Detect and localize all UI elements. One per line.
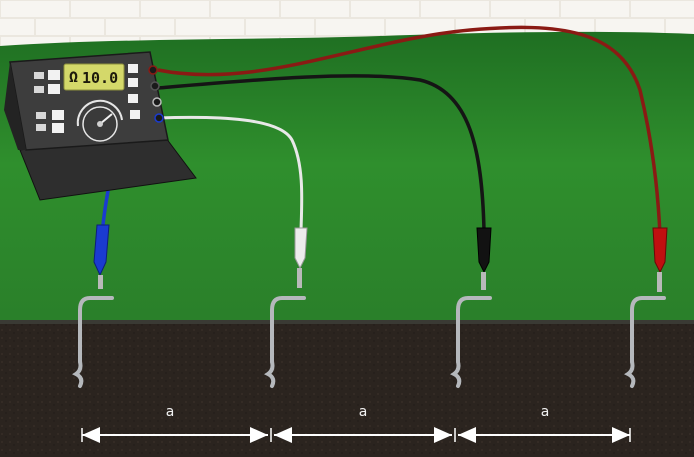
- terminal-sockets: [128, 64, 164, 123]
- spacing-label-2: a: [359, 404, 368, 420]
- function-button-6[interactable]: [36, 124, 46, 131]
- black-lead-cable: [157, 74, 486, 231]
- analog-dial: [76, 99, 123, 142]
- white-lead-cable: [157, 115, 304, 231]
- display-symbol: Ω: [69, 68, 78, 86]
- earth-stake-3: [450, 296, 492, 388]
- grass-surface: [0, 31, 694, 325]
- function-button-7[interactable]: [52, 110, 64, 120]
- display-reading: 10.0: [82, 69, 118, 87]
- function-button-8[interactable]: [52, 123, 64, 133]
- soil-section: [0, 322, 694, 457]
- earth-stake-4: [624, 296, 666, 388]
- function-button-1[interactable]: [34, 72, 44, 79]
- earth-stake-1: [72, 296, 114, 388]
- function-button-4[interactable]: [48, 84, 60, 94]
- blue-clip: [93, 224, 110, 289]
- red-lead-cable: [157, 25, 662, 236]
- tester-display: [63, 63, 125, 91]
- terminal-black[interactable]: [150, 81, 160, 91]
- spacing-label-1: a: [166, 404, 175, 420]
- function-button-3[interactable]: [48, 70, 60, 80]
- earth-stake-2: [264, 296, 306, 388]
- spacing-label-3: a: [541, 404, 550, 420]
- earth-tester: Ω 10.0: [4, 51, 197, 201]
- soil-edge: [0, 320, 694, 324]
- white-clip: [294, 227, 308, 288]
- black-clip: [476, 227, 492, 290]
- function-button-5[interactable]: [36, 112, 46, 119]
- function-button-2[interactable]: [34, 86, 44, 93]
- terminal-blue[interactable]: [154, 113, 164, 123]
- red-clip: [652, 227, 668, 292]
- terminal-red[interactable]: [148, 65, 158, 75]
- terminal-white[interactable]: [152, 97, 162, 107]
